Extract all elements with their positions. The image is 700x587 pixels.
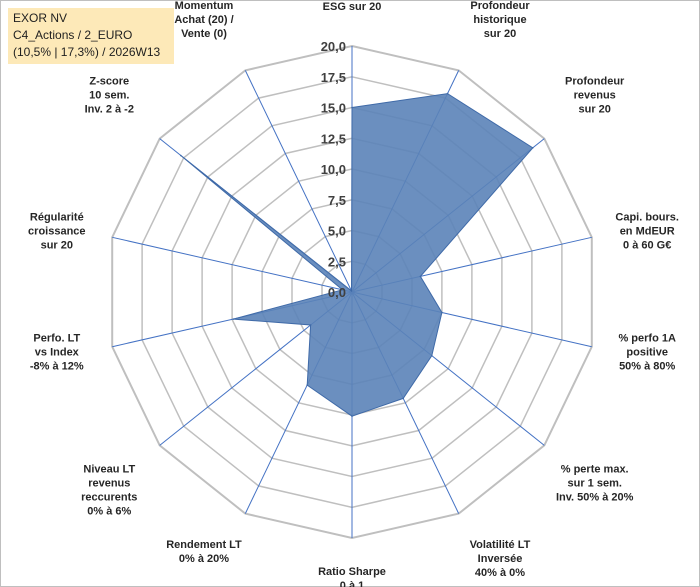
series-point-5: [431, 354, 433, 357]
chart-title-box: EXOR NV C4_Actions / 2_EURO (10,5% | 17,…: [8, 8, 174, 64]
tick-label: 5,0: [328, 224, 346, 239]
series-point-0: [351, 106, 353, 109]
axis-label-4: % perfo 1A positive 50% à 80%: [618, 333, 676, 373]
series-point-2: [532, 147, 534, 149]
axis-label-8: Rendement LT 0% à 20%: [166, 539, 242, 565]
title-stats: (10,5% | 17,3%) / 2026W13: [13, 45, 161, 59]
axis-label-7: Ratio Sharpe 0 à 1: [318, 566, 386, 587]
tick-label: 7,5: [328, 193, 346, 208]
tick-label: 20,0: [321, 39, 346, 54]
radar-tick-labels: 0,0 2,5 5,0 7,5 10,0 12,5 15,0 17,5 20,0: [321, 39, 346, 300]
series-point-8: [306, 384, 309, 386]
axis-label-2: Profondeur revenus sur 20: [565, 75, 625, 115]
axis-label-11: Régularité croissance sur 20: [28, 212, 85, 252]
series-point-12: [180, 154, 182, 157]
axis-label-13: Momentum Achat (20) / Vente (0): [174, 0, 233, 40]
axis-label-12: Z-score 10 sem. Inv. 2 à -2: [85, 75, 134, 115]
tick-label: 12,5: [321, 131, 346, 146]
axis-label-9: Niveau LT revenus reccurents 0% à 6%: [81, 464, 137, 518]
radar-series: [180, 92, 534, 418]
series-point-11: [341, 289, 344, 291]
spoke-13: [244, 70, 353, 293]
tick-label: 10,0: [321, 162, 346, 177]
series-point-3: [419, 275, 422, 278]
spoke-11: [112, 236, 353, 293]
series-area: [180, 93, 534, 417]
title-category: C4_Actions / 2_EURO: [13, 28, 133, 42]
title-company: EXOR NV: [13, 11, 68, 25]
axis-label-10: Perfo. LT vs Index -8% à 12%: [30, 333, 84, 373]
series-point-6: [402, 397, 405, 400]
axis-label-6: Volatilité LT Inversée 40% à 0%: [470, 539, 531, 579]
series-point-7: [351, 415, 353, 418]
tick-label: 2,5: [328, 254, 346, 269]
series-point-4: [441, 311, 443, 314]
axis-label-0: NoteESG sur 20: [323, 0, 382, 13]
tick-label: 15,0: [321, 101, 346, 116]
series-point-1: [446, 92, 449, 95]
tick-label: 0,0: [328, 285, 346, 300]
axis-label-1: Profondeur historique sur 20: [470, 0, 530, 40]
series-point-9: [309, 324, 312, 326]
axis-label-5: % perte max. sur 1 sem. Inv. 50% à 20%: [556, 464, 634, 504]
series-point-10: [232, 318, 235, 320]
axis-label-3: Capi. bours. en MdEUR 0 à 60 G€: [615, 212, 679, 252]
tick-label: 17,5: [321, 70, 346, 85]
series-point-13: [350, 290, 353, 292]
